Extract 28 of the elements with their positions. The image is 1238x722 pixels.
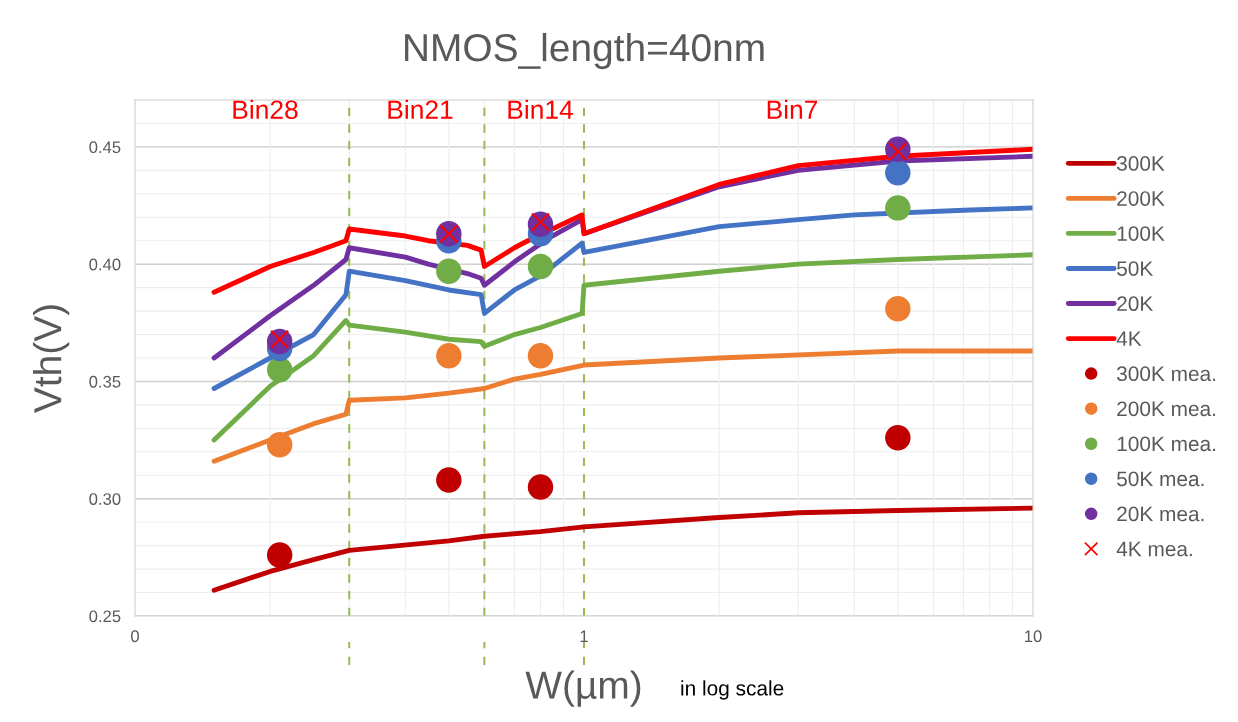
legend-label: 300K mea. [1116,366,1216,382]
x-tick-label: 0 [131,630,139,643]
legend-label: 4K [1116,331,1142,346]
y-tick-label: 0.30 [89,493,121,505]
y-tick-label: 0.45 [89,141,121,154]
legend-label: 200K [1117,191,1165,206]
y-tick-label: 0.40 [89,258,121,271]
y-tick-label: 0.25 [89,610,121,623]
legend-label: 50K [1117,261,1154,276]
x-tick-label: 10 [1025,630,1042,643]
legend-label: 100K mea. [1117,436,1216,452]
legend-label: 100K [1117,226,1165,241]
legend-label: 20K [1117,296,1154,312]
y-axis-title: Vth(V) [32,305,70,413]
legend-label: 4K mea. [1116,541,1192,557]
annotation: Bin21 [388,99,453,119]
legend-label: 20K mea. [1117,506,1204,522]
text: in log scale [681,680,784,700]
y-tick-label: 0.35 [89,375,121,388]
x-tick-label: 1 [580,630,588,642]
annotation: Bin7 [767,99,818,119]
annotation: Bin14 [508,99,573,119]
chart-title: NMOS_length=40nm [405,32,764,70]
legend-label: 50K mea. [1117,471,1204,487]
x-axis-title: W(µm) [525,670,641,707]
annotation: Bin28 [233,99,298,120]
legend-label: 200K mea. [1117,401,1216,417]
legend-label: 300K [1116,156,1165,171]
